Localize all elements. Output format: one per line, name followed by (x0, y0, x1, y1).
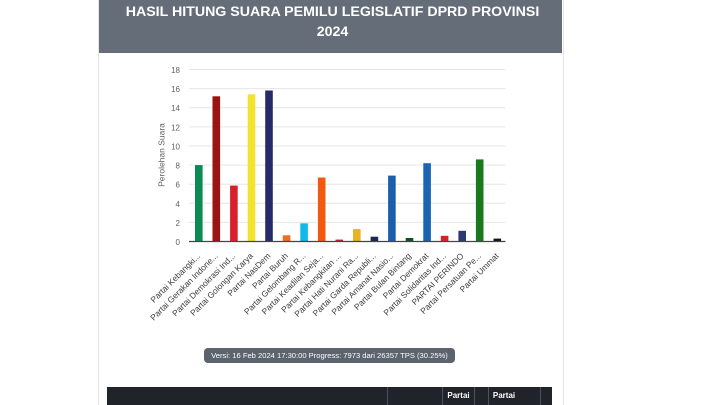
svg-text:4: 4 (176, 200, 181, 209)
svg-text:6: 6 (176, 181, 181, 190)
svg-text:0: 0 (176, 238, 181, 247)
svg-text:2: 2 (176, 219, 181, 228)
svg-text:8: 8 (176, 162, 181, 171)
svg-text:16: 16 (171, 85, 180, 94)
svg-text:10: 10 (171, 143, 180, 152)
svg-text:18: 18 (171, 66, 180, 75)
svg-text:12: 12 (171, 123, 180, 132)
svg-text:14: 14 (171, 104, 180, 113)
svg-text:Perolehan Suara: Perolehan Suara (157, 123, 167, 187)
